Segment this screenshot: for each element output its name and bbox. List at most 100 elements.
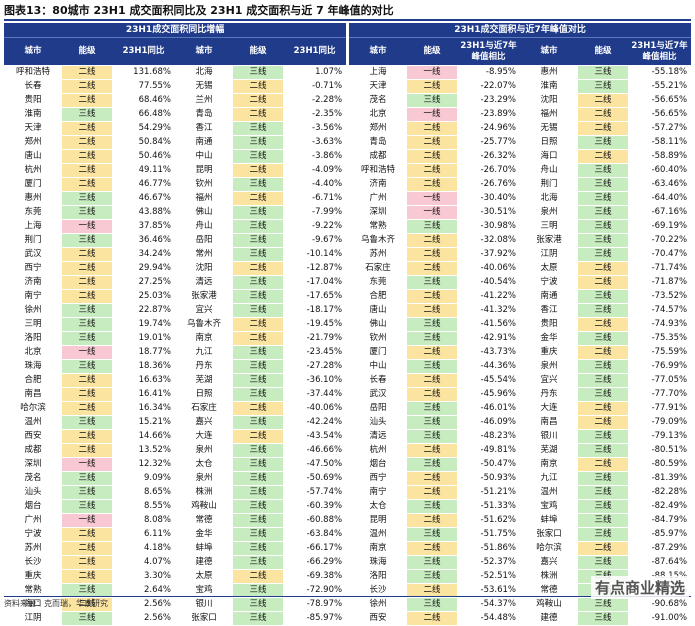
city-cell: 香江 <box>520 303 578 318</box>
city-cell: 汕头 <box>349 415 407 430</box>
city-cell: 张家口 <box>520 527 578 542</box>
value-cell: -9.22% <box>283 219 347 234</box>
value-cell: -74.57% <box>628 303 692 318</box>
value-cell: -53.61% <box>457 583 520 598</box>
city-cell: 武汉 <box>349 387 407 402</box>
value-cell: 27.25% <box>112 275 175 290</box>
peak-table-caption: 23H1成交面积与近7年峰值对比 <box>349 23 692 38</box>
city-cell: 济南 <box>4 275 62 290</box>
table-row: 郑州 二线 50.84% 南通 三线 -3.63% <box>4 135 347 150</box>
tier-cell: 二线 <box>407 345 457 360</box>
tier-cell: 一线 <box>62 219 112 234</box>
city-cell: 杭州 <box>349 443 407 458</box>
city-cell: 九江 <box>175 345 233 360</box>
value-cell: 49.11% <box>112 163 175 178</box>
value-cell: -77.91% <box>628 401 692 416</box>
tier-cell: 二线 <box>62 387 112 402</box>
value-cell: -3.86% <box>283 149 347 164</box>
value-cell: -80.59% <box>628 457 692 472</box>
tier-cell: 二线 <box>62 541 112 556</box>
city-cell: 钦州 <box>175 177 233 192</box>
table-row: 三明 三线 19.74% 乌鲁木齐 二线 -19.45% <box>4 317 347 332</box>
tier-cell: 三线 <box>233 443 283 458</box>
tier-cell: 三线 <box>578 331 628 346</box>
tier-cell: 二线 <box>233 317 283 332</box>
tier-cell: 三线 <box>233 415 283 430</box>
value-cell: -43.73% <box>457 345 520 360</box>
city-cell: 常熟 <box>349 219 407 234</box>
city-cell: 东莞 <box>4 205 62 220</box>
city-cell: 大连 <box>175 429 233 444</box>
city-cell: 中山 <box>175 149 233 164</box>
tier-cell: 三线 <box>233 485 283 500</box>
value-cell: -79.09% <box>628 415 692 430</box>
city-cell: 乌鲁木齐 <box>175 317 233 332</box>
city-cell: 烟台 <box>4 499 62 514</box>
tier-cell: 二线 <box>62 247 112 262</box>
tier-cell: 三线 <box>233 65 283 80</box>
value-cell: -51.75% <box>457 527 520 542</box>
city-cell: 徐州 <box>4 303 62 318</box>
city-cell: 上海 <box>4 219 62 234</box>
tier-cell: 三线 <box>407 331 457 346</box>
city-cell: 贵阳 <box>520 317 578 332</box>
tables-area: 23H1成交面积同比增幅 城市 能级 23H1同比 城市 能级 23H1同比 呼… <box>4 23 692 626</box>
tier-cell: 三线 <box>62 303 112 318</box>
tier-cell: 三线 <box>62 233 112 248</box>
tier-cell: 二线 <box>578 317 628 332</box>
tier-cell: 三线 <box>578 485 628 500</box>
value-cell: 2.64% <box>112 583 175 598</box>
value-cell: -19.45% <box>283 317 347 332</box>
city-cell: 海口 <box>4 597 62 612</box>
tier-cell: 二线 <box>407 485 457 500</box>
city-cell: 丹东 <box>175 359 233 374</box>
city-cell: 洛阳 <box>349 569 407 584</box>
value-cell: -30.98% <box>457 219 520 234</box>
value-cell: -77.70% <box>628 387 692 402</box>
city-cell: 南宁 <box>4 289 62 304</box>
city-cell: 太仓 <box>175 457 233 472</box>
city-cell: 苏州 <box>349 247 407 262</box>
value-cell: -87.64% <box>628 555 692 570</box>
value-cell: -40.54% <box>457 275 520 290</box>
city-cell: 成都 <box>349 149 407 164</box>
table-row: 长沙 二线 4.07% 建德 三线 -66.29% <box>4 555 347 570</box>
city-cell: 北京 <box>4 345 62 360</box>
city-cell: 南昌 <box>4 387 62 402</box>
city-cell: 泉州 <box>520 359 578 374</box>
tier-cell: 二线 <box>407 513 457 528</box>
city-cell: 张家港 <box>520 233 578 248</box>
tier-cell: 二线 <box>62 443 112 458</box>
value-cell: -25.77% <box>457 135 520 150</box>
value-cell: -50.93% <box>457 471 520 486</box>
table-row: 长春 二线 77.55% 无锡 二线 -0.71% <box>4 79 347 94</box>
city-cell: 呼和浩特 <box>4 65 62 80</box>
table-row: 合肥 二线 -41.22% 南通 三线 -73.52% <box>349 289 692 304</box>
tier-cell: 三线 <box>578 359 628 374</box>
value-cell: 2.56% <box>112 611 175 626</box>
table-row: 广州 一线 -30.40% 北海 三线 -64.40% <box>349 191 692 206</box>
tier-cell: 二线 <box>407 583 457 598</box>
value-cell: -26.76% <box>457 177 520 192</box>
value-cell: 16.41% <box>112 387 175 402</box>
table-row: 常熟 三线 2.64% 宝鸡 三线 -72.90% <box>4 583 347 598</box>
city-cell: 温州 <box>4 415 62 430</box>
value-cell: 16.63% <box>112 373 175 388</box>
city-cell: 三明 <box>520 219 578 234</box>
tier-cell: 二线 <box>233 79 283 94</box>
tier-cell: 三线 <box>407 597 457 612</box>
value-cell: 46.67% <box>112 191 175 206</box>
value-cell: -50.69% <box>283 471 347 486</box>
value-cell: -52.51% <box>457 569 520 584</box>
value-cell: -6.71% <box>283 191 347 206</box>
value-cell: -30.51% <box>457 205 520 220</box>
tier-cell: 三线 <box>578 499 628 514</box>
tier-cell: 三线 <box>233 611 283 626</box>
city-cell: 重庆 <box>4 569 62 584</box>
tier-cell: 二线 <box>407 121 457 136</box>
table-row: 广州 一线 8.08% 常德 三线 -60.88% <box>4 513 347 528</box>
city-cell: 武汉 <box>4 247 62 262</box>
tier-cell: 三线 <box>62 415 112 430</box>
tier-cell: 三线 <box>578 247 628 262</box>
value-cell: -66.29% <box>283 555 347 570</box>
